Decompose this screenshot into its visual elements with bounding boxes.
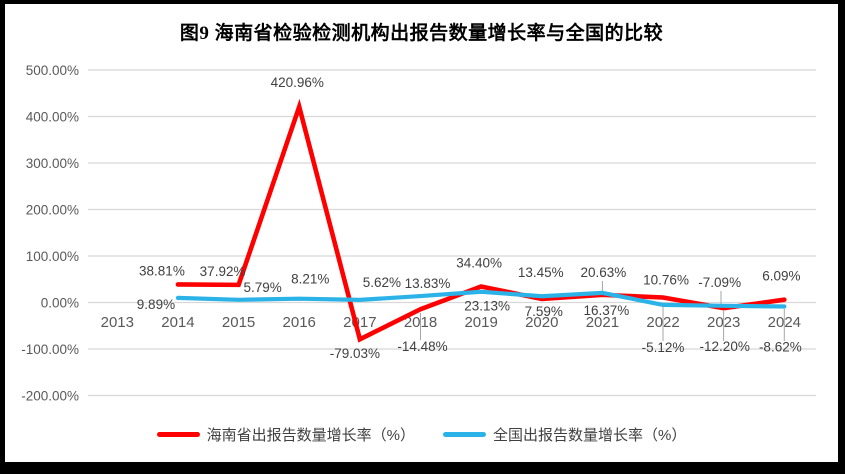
chart-legend: 海南省出报告数量增长率（%） 全国出报告数量增长率（%） [5,424,838,445]
data-label: -79.03% [330,346,380,361]
data-label: 6.09% [762,269,800,284]
x-axis-label: 2020 [525,314,558,331]
data-label: -8.62% [759,340,802,355]
data-label: -14.48% [397,339,447,354]
national-series-swatch [443,432,486,437]
x-axis-label: 2017 [343,314,376,331]
data-label: -12.20% [700,339,750,354]
data-label: 38.81% [139,263,185,278]
legend-label-hainan: 海南省出报告数量增长率（%） [206,427,415,444]
gridlines [88,69,816,397]
x-axis-label: 2016 [283,314,316,331]
data-label: 23.13% [464,299,510,314]
y-axis-label: 200.00% [26,202,79,217]
line-chart-canvas: 500.00% 400.00% 300.00% 200.00% 100.00% 0.00%… [21,63,816,403]
y-axis-label: 0.00% [41,295,79,310]
data-label: 8.21% [291,272,329,287]
y-axis-label: 500.00% [26,63,79,78]
data-label: 420.96% [271,75,324,90]
data-label: 37.92% [200,264,246,279]
data-label: 13.45% [518,265,564,280]
data-label: 13.83% [405,276,451,291]
data-label: -7.09% [698,275,741,290]
y-axis-label: 100.00% [26,249,79,264]
data-label: -5.12% [642,340,685,355]
y-axis-label: -100.00% [21,342,79,357]
x-axis-label: 2013 [101,314,134,331]
legend-item-hainan: 海南省出报告数量增长率（%） [156,424,415,445]
national-series-line [175,289,787,309]
hainan-series-line [175,98,787,343]
y-axis-label: -200.00% [21,388,79,403]
data-label: 7.59% [525,304,563,319]
data-label: 16.37% [584,303,630,318]
x-axis-label: 2021 [586,314,619,331]
data-label: 9.89% [137,297,175,312]
chart-title: 图9 海南省检验检测机构出报告数量增长率与全国的比较 [179,23,664,44]
data-label: 34.40% [456,256,502,271]
x-axis-label: 2019 [464,314,497,331]
data-label: 20.63% [581,265,627,280]
legend-item-national: 全国出报告数量增长率（%） [443,424,686,445]
legend-label-national: 全国出报告数量增长率（%） [493,427,687,444]
y-axis-label: 400.00% [26,109,79,124]
data-label: 5.79% [243,280,281,295]
data-label: 10.76% [643,272,689,287]
y-axis-label: 300.00% [26,156,79,171]
x-axis-label: 2015 [222,314,255,331]
hainan-series-swatch [156,432,200,437]
data-label: 5.62% [363,275,401,290]
x-axis-label: 2014 [161,314,194,331]
